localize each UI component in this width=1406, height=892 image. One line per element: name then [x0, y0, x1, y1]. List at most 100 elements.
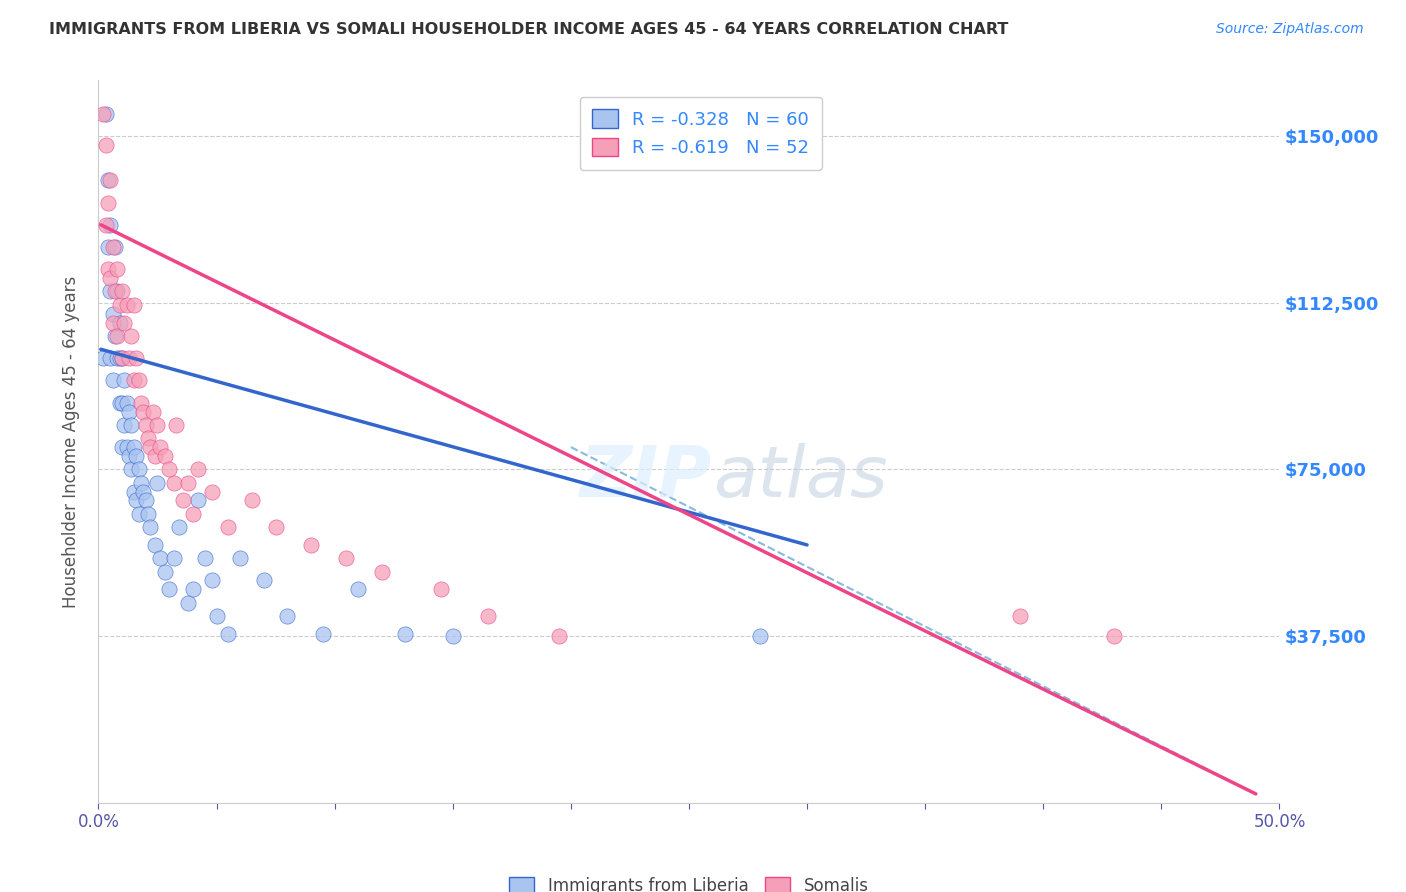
Point [118, 449, 141, 463]
Point [97, 240, 120, 254]
Point [394, 627, 416, 641]
Legend: Immigrants from Liberia, Somalis: Immigrants from Liberia, Somalis [501, 869, 877, 892]
Point [187, 462, 209, 476]
Point [111, 351, 134, 366]
Point [312, 627, 335, 641]
Point [101, 240, 124, 254]
Point [101, 316, 124, 330]
Point [98, 271, 121, 285]
Point [153, 449, 176, 463]
Point [105, 285, 128, 299]
Point [229, 551, 252, 566]
Point [122, 440, 145, 454]
Point [477, 609, 499, 624]
Point [240, 493, 263, 508]
Point [441, 629, 464, 643]
Point [91, 351, 114, 366]
Point [157, 462, 180, 476]
Point [121, 329, 143, 343]
Point [108, 298, 131, 312]
Point [91, 106, 114, 120]
Text: ZIP: ZIP [581, 443, 713, 512]
Point [132, 484, 155, 499]
Point [135, 417, 157, 432]
Point [128, 507, 150, 521]
Point [122, 484, 145, 499]
Text: atlas: atlas [713, 443, 887, 512]
Point [299, 538, 322, 552]
Point [143, 449, 166, 463]
Point [146, 417, 169, 432]
Point [104, 240, 127, 254]
Point [115, 440, 138, 454]
Text: IMMIGRANTS FROM LIBERIA VS SOMALI HOUSEHOLDER INCOME AGES 45 - 64 YEARS CORRELAT: IMMIGRANTS FROM LIBERIA VS SOMALI HOUSEH… [49, 22, 1008, 37]
Point [94, 218, 117, 232]
Point [129, 475, 152, 490]
Point [142, 404, 165, 418]
Point [105, 329, 128, 343]
Point [105, 262, 128, 277]
Point [112, 417, 135, 432]
Point [146, 475, 169, 490]
Point [111, 351, 134, 366]
Point [97, 195, 120, 210]
Point [129, 395, 152, 409]
Point [104, 285, 127, 299]
Point [149, 440, 172, 454]
Point [98, 218, 121, 232]
Point [217, 627, 239, 641]
Point [177, 475, 200, 490]
Point [111, 440, 134, 454]
Point [163, 551, 186, 566]
Point [115, 395, 138, 409]
Point [122, 298, 145, 312]
Point [98, 351, 121, 366]
Point [111, 395, 134, 409]
Point [153, 565, 176, 579]
Point [430, 582, 453, 597]
Point [98, 173, 121, 187]
Point [143, 538, 166, 552]
Point [125, 493, 148, 508]
Point [111, 285, 134, 299]
Point [128, 373, 150, 387]
Point [128, 462, 150, 476]
Point [139, 440, 162, 454]
Point [548, 629, 571, 643]
Point [101, 373, 124, 387]
Point [371, 565, 394, 579]
Point [108, 351, 131, 366]
Point [122, 373, 145, 387]
Point [112, 316, 135, 330]
Point [97, 173, 120, 187]
Point [136, 431, 159, 445]
Point [125, 449, 148, 463]
Point [132, 404, 155, 418]
Point [276, 609, 298, 624]
Point [157, 582, 180, 597]
Point [121, 462, 143, 476]
Point [165, 417, 187, 432]
Point [135, 493, 157, 508]
Point [118, 404, 141, 418]
Point [347, 582, 370, 597]
Point [748, 629, 770, 643]
Point [205, 609, 228, 624]
Point [118, 351, 141, 366]
Point [201, 484, 224, 499]
Point [115, 298, 138, 312]
Point [167, 520, 190, 534]
Point [121, 417, 143, 432]
Point [181, 507, 204, 521]
Point [108, 316, 131, 330]
Point [177, 596, 200, 610]
Point [105, 351, 128, 366]
Point [264, 520, 287, 534]
Point [94, 137, 117, 152]
Point [187, 493, 209, 508]
Point [149, 551, 172, 566]
Point [112, 373, 135, 387]
Point [335, 551, 357, 566]
Point [101, 307, 124, 321]
Y-axis label: Householder Income Ages 45 - 64 years: Householder Income Ages 45 - 64 years [62, 276, 80, 607]
